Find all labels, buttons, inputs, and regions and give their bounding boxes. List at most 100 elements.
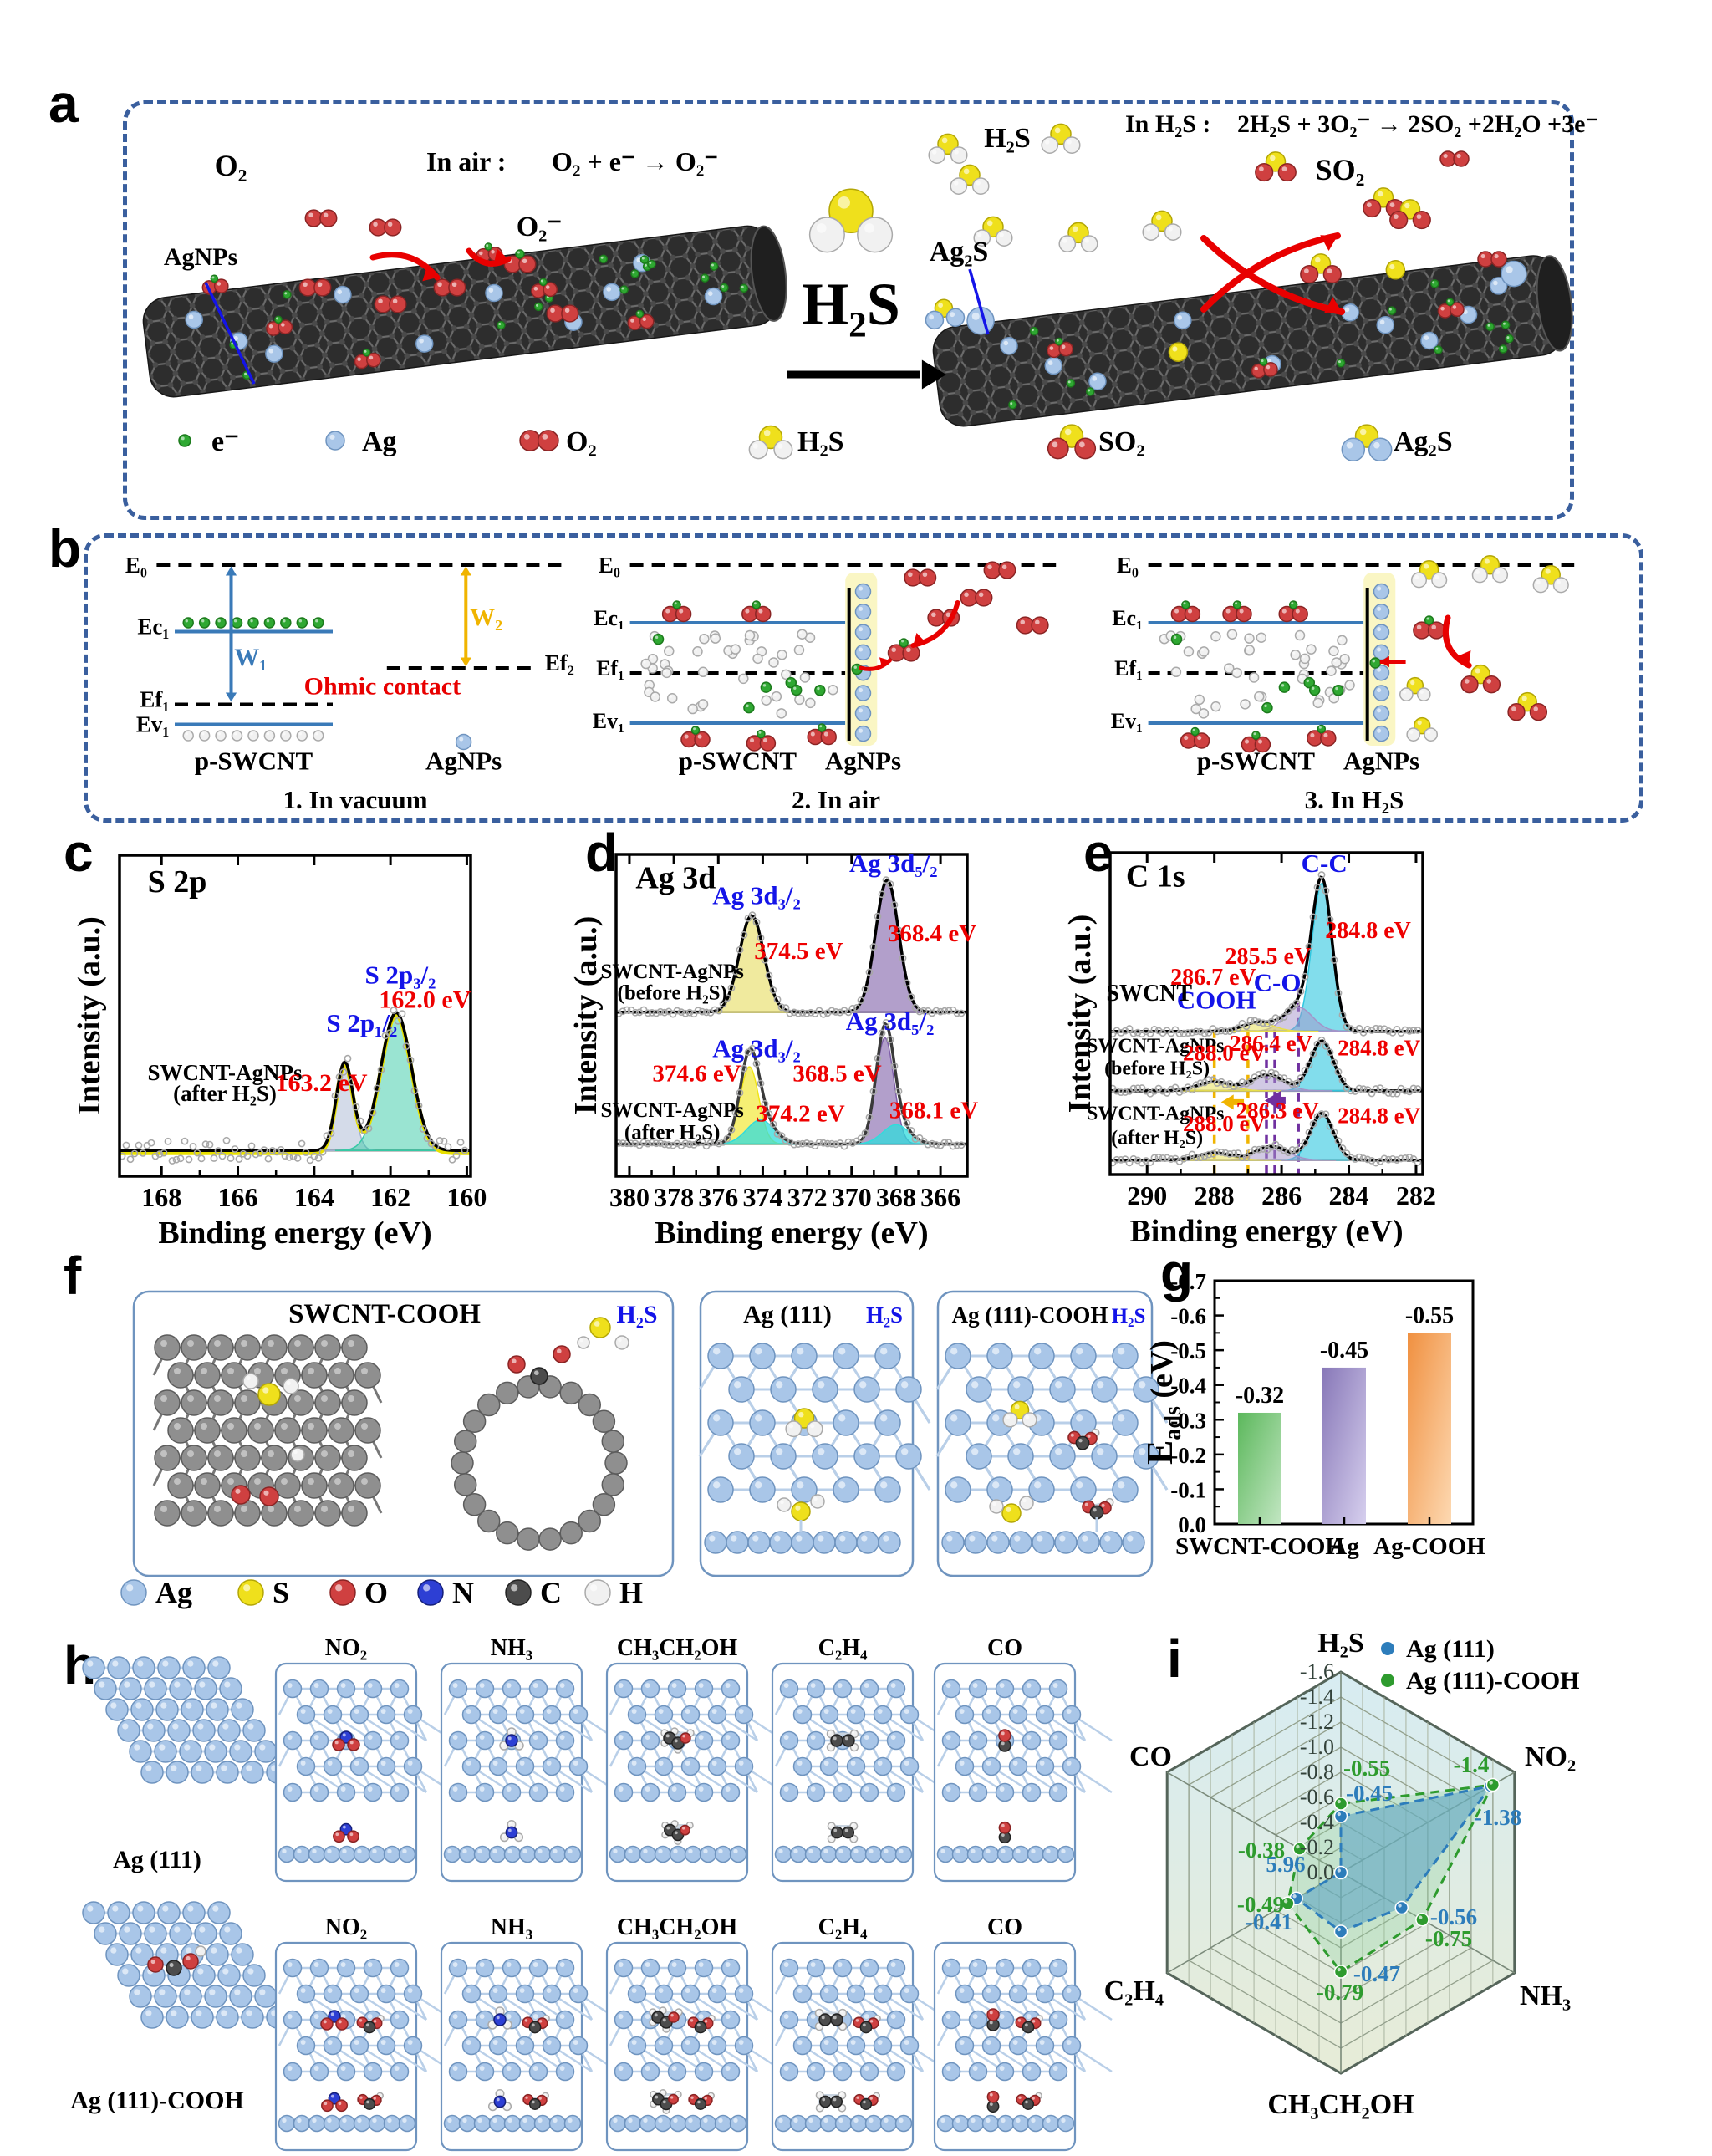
atom-C [842,1826,855,1839]
molecule-EtOH [649,2006,683,2033]
atom-AGL [981,1705,1001,1725]
atom-AGL [614,1730,634,1751]
circle [160,1395,167,1402]
atom-AGL [899,1705,920,1725]
data-point [694,1139,702,1147]
atom-AGL [886,1730,906,1751]
atom-E [533,302,543,312]
data-point [623,1139,631,1148]
legend-item-0: e⁻ [178,426,239,457]
atom-AGL [894,1845,913,1863]
atom-E [182,617,194,629]
atom-N [417,1579,444,1606]
data-point [1363,1155,1372,1164]
atom-highlight [643,1848,648,1854]
annotation: SWCNT-AgNPs [601,1099,745,1122]
atom-highlight [613,1848,618,1854]
atom-highlight [649,262,652,265]
atom-highlight [651,633,655,636]
data-point [1347,1087,1355,1095]
atom-AGL [1009,1531,1032,1554]
atom-AGL [640,1730,660,1751]
atom-highlight [750,738,755,743]
atom-H [971,177,990,195]
data-point [310,1152,318,1160]
atom-O [333,1830,345,1843]
c-atom [301,1417,328,1444]
h-col-header-CO: CO [987,1635,1022,1661]
arrow-head [225,692,237,702]
data-point [206,1140,214,1149]
legend-label-0: e⁻ [211,426,239,457]
atom-highlight [1034,1481,1042,1489]
atom-highlight [838,1848,843,1854]
atom-AGL [296,2036,316,2056]
atom-highlight [209,1989,216,1995]
atom-AGL [309,1730,329,1751]
atom-highlight [690,706,693,709]
atom-AGL [899,2036,920,2056]
atom-AGL [853,1376,880,1403]
atom-AGL [119,1677,142,1700]
circle [281,1368,288,1374]
atom-AGL [614,2062,634,2082]
circle [1337,1799,1341,1804]
atom-highlight [1328,667,1332,671]
ag2s-label: Ag₂S [930,237,989,268]
atom-O [1482,675,1501,694]
data-point [135,1141,143,1149]
arrow-head [1379,655,1389,668]
atom-AGL [684,1845,702,1863]
atom-highlight [1172,346,1178,352]
atom-AGL [82,1656,105,1679]
atom-E [215,617,227,629]
atom-AGL [217,1719,241,1742]
atom-highlight [533,287,538,291]
atom-highlight [711,2040,717,2045]
circle [348,1395,354,1402]
atom-AGL [502,1679,522,1699]
atom-AGL [94,1677,117,1700]
atom-highlight [850,1709,856,1714]
atom-AGL [680,1984,701,2004]
atom-AGL [699,1845,717,1863]
molecule-O2 [298,278,332,297]
atom-AGL [403,1756,423,1776]
data-point [344,1054,352,1063]
atom-highlight [776,1448,783,1455]
atom-H [808,217,845,253]
data-point [247,1142,256,1150]
atom-highlight [1104,1535,1111,1542]
atom-highlight [283,732,286,736]
atom-highlight [1246,635,1250,639]
atom-highlight [1039,1709,1045,1714]
atom-AGL [1057,2114,1075,2133]
data-point [907,1126,915,1134]
atom-highlight [447,1848,452,1854]
atom-highlight [777,443,783,449]
data-point [327,1129,335,1138]
atom-highlight [636,257,642,263]
atom-AGL [140,1761,164,1784]
atom-highlight [532,2066,538,2071]
atom-AGL [1008,1756,1028,1776]
atom-AGL [721,1958,741,1978]
atom-highlight [738,1761,744,1766]
atom-O [1031,616,1049,635]
data-point [723,1134,731,1143]
atom-highlight [266,732,270,736]
atom-highlight [685,1761,690,1766]
atom-highlight [497,2091,500,2094]
atom-highlight [1076,1414,1083,1422]
atom-highlight [1013,1381,1021,1389]
atom-H [797,629,808,640]
bar-value-0: -0.32 [1236,1383,1284,1409]
atom-highlight [1431,624,1437,630]
data-point [1251,1017,1259,1025]
atom-AGL [528,1730,548,1751]
atom-AGL [955,1984,975,2004]
atom-AGL [1008,1705,1028,1725]
atom-highlight [188,314,194,319]
atom-AGL [1008,2036,1028,2056]
